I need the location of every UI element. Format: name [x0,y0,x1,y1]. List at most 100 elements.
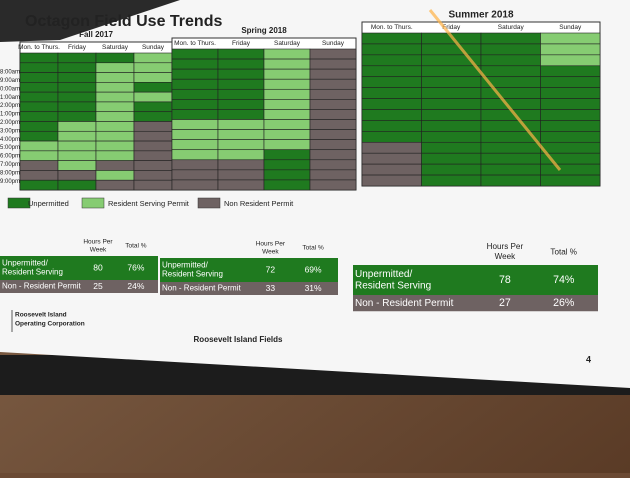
column-header: Saturday [498,24,525,31]
cell [309,129,357,140]
cell [19,62,59,73]
cell [133,72,173,83]
footer-org: Roosevelt Island [15,312,67,319]
cell [309,68,357,80]
cell [540,163,601,176]
column-header: Friday [68,44,87,51]
row-label: Resident Serving [2,268,63,277]
cell [421,174,482,187]
cell [480,152,541,165]
hours-header: Week [495,252,517,261]
row-label: Non - Resident Permit [355,298,454,309]
time-label: 8:00pm [0,170,20,176]
percent-value: 24% [127,281,144,291]
cell [540,65,601,78]
cell [57,170,97,181]
row-bg [353,265,598,295]
cell [480,87,541,99]
time-label: 1:00pm [0,112,20,118]
cell [309,99,357,110]
cell [263,48,311,60]
cell [263,179,311,191]
cell [217,88,265,100]
legend-swatch [197,197,221,209]
cell [480,32,541,45]
cell [133,160,173,171]
legend-swatch [81,197,105,209]
cell [309,78,357,90]
cell [361,54,422,67]
cell [421,87,482,99]
time-label: 7:00pm [0,162,20,168]
cell [19,130,59,142]
cell [133,150,173,161]
cell [217,179,265,191]
hours-value: 27 [499,297,511,309]
cell [421,141,482,154]
cell [361,32,422,45]
cell [133,101,173,113]
cell [57,111,97,122]
glare [428,9,562,171]
cell [421,163,482,176]
column-header: Mon. to Thurs. [174,40,216,47]
cell [57,62,97,73]
cell [217,99,265,110]
cell [309,119,357,130]
cell [540,98,601,110]
cell [95,160,135,171]
cell [421,109,482,121]
cell [19,140,59,152]
cell [57,72,97,83]
cell [421,76,482,88]
hours-value: 72 [266,264,276,274]
hours-value: 25 [93,281,103,291]
cell [421,98,482,110]
cell [263,88,311,100]
legend-swatch [7,197,31,209]
cell [57,101,97,113]
cell [540,120,601,132]
cell [263,109,311,120]
cell [263,119,311,130]
hours-header: Hours Per [487,242,524,251]
row-bg [0,280,158,293]
row-bg [353,295,598,312]
cell [57,52,97,64]
time-label: 9:00am [0,78,20,84]
cell [57,130,97,142]
cell [263,68,311,80]
cell [57,150,97,161]
cell [361,65,422,78]
time-label: 8:00am [0,70,20,76]
cell [171,139,219,151]
cell [540,109,601,121]
cell [480,43,541,56]
cell [19,121,59,132]
hours-value: 33 [266,283,276,293]
time-label: 6:00pm [0,154,20,160]
cell [217,78,265,90]
cell [133,91,173,103]
cell [263,169,311,181]
cell [361,141,422,154]
cell [217,58,265,70]
cell [309,169,357,181]
footer-center: Roosevelt Island Fields [194,335,283,344]
cell [133,82,173,93]
row-label: Non - Resident Permit [162,284,241,293]
cell [171,109,219,120]
percent-header: Total % [302,245,324,252]
cell [171,159,219,171]
cell [95,82,135,93]
cell [171,129,219,140]
percent-header: Total % [550,248,577,257]
cell [57,121,97,132]
time-label: 4:00pm [0,137,20,143]
cell [57,179,97,191]
legend-label: Unpermitted [28,199,69,208]
column-header: Saturday [274,40,301,47]
cell [480,65,541,78]
cell [133,130,173,142]
legend-label: Non Resident Permit [224,199,294,208]
